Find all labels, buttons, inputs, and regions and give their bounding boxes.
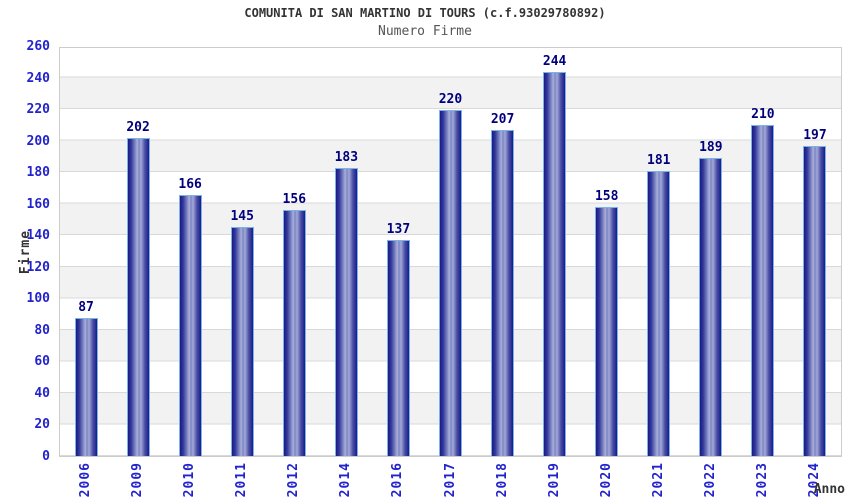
y-tick-label: 60 [34,354,50,370]
x-tick-label: 2019 [546,462,562,498]
bar-value-label: 197 [803,127,827,143]
chart-subtitle: Numero Firme [378,24,472,39]
bar-2011 [230,227,254,456]
bar-value-label: 145 [230,209,254,225]
y-tick-label: 240 [26,70,50,86]
bar-slot: 183 [320,48,372,456]
bar-2010 [178,194,202,456]
bar-slot: 166 [164,48,216,456]
bar-value-label: 207 [490,112,515,128]
y-tick-label: 20 [34,417,50,433]
bar-slot: 210 [737,48,789,456]
bar-2020 [595,207,619,456]
x-tick-label: 2009 [130,462,146,498]
bar-value-label: 181 [647,152,671,168]
y-tick-label: 120 [26,259,50,275]
x-tick-label: 2010 [182,462,198,498]
bar-slot: 145 [216,48,268,456]
bar-2012 [282,210,306,456]
x-tick-label: 2017 [442,462,458,498]
bar-slot: 137 [372,48,424,456]
bar-slot: 87 [60,48,112,456]
bar-slot: 202 [112,48,164,456]
bar-value-label: 220 [438,91,463,107]
x-tick-label: 2020 [598,462,614,498]
y-tick-label: 200 [26,133,50,149]
x-tick-label: 2006 [78,462,94,498]
bar-slot: 244 [529,48,581,456]
bar-slot: 158 [581,48,633,456]
x-axis-label: Anno [813,482,845,497]
bar-value-label: 166 [178,176,202,192]
chart-title: COMUNITA DI SAN MARTINO DI TOURS (c.f.93… [244,6,606,20]
bar-value-label: 137 [386,222,411,238]
bar-slot: 220 [424,48,476,456]
x-tick-label: 2018 [494,462,510,498]
bar-value-label: 202 [126,120,150,136]
bar-slot: 197 [789,48,841,456]
x-tick-label: 2021 [650,462,666,498]
y-tick-label: 160 [26,196,50,212]
bar-value-label: 87 [78,300,94,316]
x-tick-label: 2012 [286,462,302,498]
y-tick-label: 100 [26,291,50,307]
bar-2016 [386,240,410,456]
bar-value-label: 158 [594,189,619,205]
bar-2019 [543,72,567,456]
y-tick-label: 0 [42,449,50,464]
y-tick-label: 80 [34,322,50,338]
x-tick-label: 2023 [754,462,770,498]
bar-2017 [438,109,462,456]
bar-2024 [803,145,827,456]
bar-2018 [491,130,515,456]
bar-2014 [334,167,358,456]
bar-slot: 207 [477,48,529,456]
y-tick-label: 40 [34,385,50,401]
bar-2006 [74,318,98,456]
y-tick-label: 260 [26,39,50,54]
bar-value-label: 189 [699,140,723,156]
bar-slot: 189 [685,48,737,456]
bar-value-label: 156 [282,192,307,208]
bar-slot: 181 [633,48,685,456]
bar-value-label: 210 [751,107,775,123]
x-tick-label: 2016 [390,462,406,498]
bar-2023 [751,125,775,456]
bars-layer: 87 202 166 145 156 183 137 220 207 244 158 181 189 21… [60,48,841,456]
y-tick-label: 140 [26,228,50,244]
y-tick-label: 180 [26,165,50,181]
x-tick-label: 2022 [702,462,718,498]
bar-slot: 156 [268,48,320,456]
x-tick-label: 2011 [234,462,250,498]
x-tick-label: 2014 [338,462,354,498]
bar-value-label: 244 [542,54,567,70]
bar-value-label: 183 [334,149,359,165]
y-tick-label: 220 [26,102,50,118]
bar-2021 [647,170,671,456]
bar-2022 [699,158,723,456]
bar-2009 [126,138,150,456]
